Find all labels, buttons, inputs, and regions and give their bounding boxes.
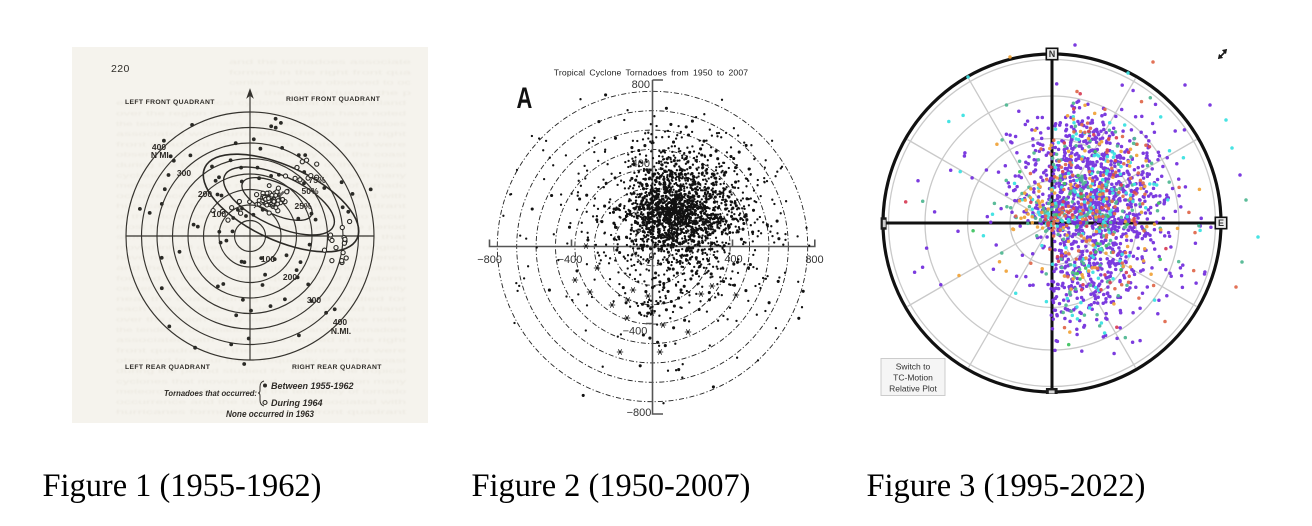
svg-text:over the region many meteorolo: over the region many meteorologists have…: [116, 111, 407, 118]
svg-text:400: 400: [152, 142, 166, 152]
svg-text:associated with hurricanes for: associated with hurricanes formed in the…: [116, 131, 407, 138]
svg-text:near the coast during the p: near the coast during the p: [229, 90, 412, 97]
svg-text:N: N: [1049, 49, 1056, 59]
svg-text:center and were observed to oc: center and were observed to occur most f…: [116, 286, 408, 293]
svg-text:During 1964: During 1964: [271, 398, 323, 408]
svg-text:meteorologists have noted the: meteorologists have noted the tendency o…: [116, 389, 407, 396]
svg-text:front quadrant of the storm ce: front quadrant of the storm center and w…: [116, 347, 407, 354]
svg-text:A: A: [517, 81, 533, 115]
svg-text:near the coast during the peri: near the coast during the period studied…: [116, 296, 406, 303]
svg-text:during the period studied for: during the period studied for each of th…: [116, 368, 406, 375]
svg-text:cyclones that moved inland ove: cyclones that moved inland over the regi…: [116, 172, 408, 179]
svg-text:occurrence and the tornadoes a: occurrence and the tornadoes associated …: [116, 399, 407, 406]
svg-text:LEFT REAR QUADRANT: LEFT REAR QUADRANT: [125, 364, 211, 371]
svg-text:over the region many meteorolo: over the region many meteorologists have…: [116, 317, 407, 324]
svg-text:meteorologists have noted the: meteorologists have noted the tendency o…: [116, 183, 407, 190]
svg-text:most frequently near the coast: most frequently near the coast during th…: [116, 224, 407, 231]
svg-text:TC-Motion: TC-Motion: [893, 373, 933, 383]
svg-text:N MI.: N MI.: [151, 150, 171, 160]
svg-text:of the storm center and were o: of the storm center and were observed to…: [116, 214, 406, 221]
svg-text:and the tornadoes associate: and the tornadoes associate: [229, 59, 412, 66]
svg-text:each of the tropical cyclones: each of the tropical cyclones that moved…: [116, 100, 407, 107]
svg-text:formed in the right front qua: formed in the right front qua: [229, 69, 412, 76]
svg-text:RIGHT REAR QUADRANT: RIGHT REAR QUADRANT: [292, 364, 382, 371]
svg-text:400: 400: [632, 158, 650, 170]
svg-text:Relative Plot: Relative Plot: [889, 384, 937, 394]
svg-text:100: 100: [212, 209, 226, 219]
svg-text:N.MI.: N.MI.: [331, 326, 351, 336]
svg-text:Tropical Cyclone Tornadoes fro: Tropical Cyclone Tornadoes from 1950 to …: [554, 68, 748, 78]
svg-text:moved inland over the region m: moved inland over the region many meteor…: [116, 244, 406, 251]
svg-text:200: 200: [198, 189, 212, 199]
svg-text:Switch to: Switch to: [896, 362, 931, 372]
svg-text:220: 220: [111, 63, 130, 75]
svg-text:300: 300: [307, 295, 321, 305]
svg-text:−400: −400: [558, 254, 583, 266]
svg-text:observed to occur most frequen: observed to occur most frequently near t…: [116, 358, 407, 365]
svg-text:LEFT FRONT QUADRANT: LEFT FRONT QUADRANT: [125, 99, 215, 106]
svg-text:800: 800: [632, 79, 650, 91]
svg-text:100: 100: [261, 254, 275, 264]
svg-text:RIGHT FRONT QUADRANT: RIGHT FRONT QUADRANT: [286, 96, 381, 103]
svg-text:during the period studied for: during the period studied for each of th…: [116, 162, 406, 169]
svg-text:and the tornadoes associated w: and the tornadoes associated with hurric…: [116, 265, 406, 272]
svg-text:300: 300: [177, 168, 191, 178]
svg-text:Between 1955-1962: Between 1955-1962: [271, 381, 354, 391]
svg-text:400: 400: [333, 317, 347, 327]
svg-text:Tornadoes that occurred:: Tornadoes that occurred:: [164, 388, 257, 398]
svg-text:None occurred in 1963: None occurred in 1963: [226, 409, 314, 419]
svg-text:associated with hurricanes for: associated with hurricanes formed in the…: [116, 337, 407, 344]
svg-text:E: E: [1218, 218, 1224, 228]
svg-text:observed to occur most frequen: observed to occur most frequently near t…: [116, 152, 407, 159]
svg-text:−800: −800: [627, 407, 652, 419]
svg-text:200: 200: [283, 272, 297, 282]
svg-text:the tendency of tornado occurr: the tendency of tornado occurrence and t…: [116, 121, 406, 128]
svg-text:25%: 25%: [294, 201, 311, 211]
svg-text:each of the tropical cyclones: each of the tropical cyclones that moved…: [116, 306, 407, 313]
svg-text:formed in the right front quad: formed in the right front quadrant of th…: [116, 275, 406, 282]
svg-text:front quadrant of the storm ce: front quadrant of the storm center and w…: [116, 141, 407, 148]
svg-text:the tendency of tornado occurr: the tendency of tornado occurrence and t…: [116, 327, 406, 334]
svg-text:800: 800: [805, 254, 823, 266]
svg-text:−400: −400: [623, 326, 648, 338]
svg-text:studied for each of the tropic: studied for each of the tropical cyclone…: [116, 234, 407, 241]
svg-text:75%: 75%: [308, 175, 325, 185]
svg-text:hurricanes formed in the right: hurricanes formed in the right front qua…: [116, 409, 407, 416]
svg-text:center and were observed to oc: center and were observed to oc: [229, 80, 411, 87]
svg-text:−800: −800: [477, 254, 502, 266]
svg-text:50%: 50%: [301, 186, 318, 196]
